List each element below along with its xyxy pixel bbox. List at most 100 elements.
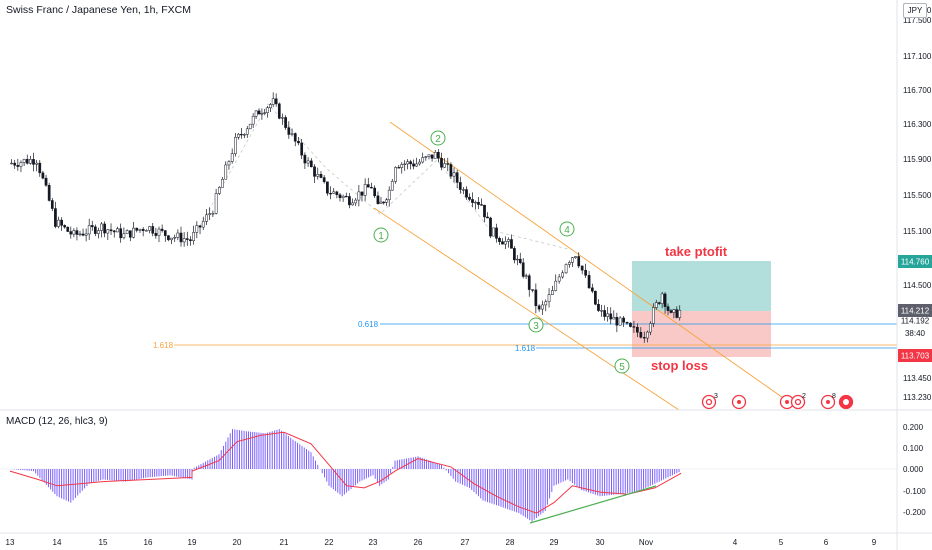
candle [618, 317, 622, 326]
countdown-label: 38:40 [905, 329, 926, 338]
candle [551, 290, 554, 295]
candle [198, 225, 202, 228]
candle [537, 305, 541, 310]
candle [338, 194, 342, 198]
time-tick-label: 19 [188, 538, 197, 547]
candle [344, 195, 348, 198]
candle [103, 223, 106, 234]
candle [379, 201, 383, 204]
candle [657, 302, 661, 304]
svg-text:113.703: 113.703 [901, 352, 930, 361]
candle [629, 322, 632, 327]
candle [513, 248, 516, 261]
candle [590, 287, 594, 292]
candle [170, 237, 173, 241]
candle [446, 163, 450, 165]
economic-event-icon[interactable]: 8 [820, 393, 837, 410]
candle [409, 161, 412, 165]
time-tick-label: 5 [779, 538, 784, 547]
candle [78, 233, 82, 236]
candle [495, 227, 498, 239]
candle [651, 307, 655, 324]
macd-tick-label: -0.200 [903, 508, 926, 517]
time-tick-label: 13 [6, 538, 15, 547]
economic-event-icon[interactable]: 3 [701, 393, 719, 410]
svg-text:5: 5 [619, 362, 625, 373]
wave-label-5: 5 [614, 358, 630, 374]
candle [106, 229, 110, 234]
fib-0618-label: 0.618 [358, 320, 379, 329]
candle [242, 134, 246, 136]
take-profit-text: take ptofit [665, 244, 728, 259]
candle [669, 310, 673, 313]
candle [245, 128, 249, 135]
candle [13, 162, 17, 166]
candle [515, 258, 519, 261]
candle [390, 181, 394, 191]
candle [141, 228, 145, 231]
candle [277, 103, 281, 119]
candle [211, 213, 215, 215]
time-axis[interactable]: 13 14 15 16 19 20 21 22 23 26 27 28 29 30 Nov 4 5 6 9 [6, 538, 877, 547]
candle [678, 310, 682, 318]
candle [112, 230, 116, 233]
macd-title: MACD (12, 26, hlc3, 9) [6, 416, 108, 427]
economic-event-icon[interactable] [731, 394, 747, 410]
candle [632, 326, 636, 328]
candle [100, 223, 103, 231]
candle [449, 164, 453, 177]
candle [306, 160, 310, 164]
macd-axis[interactable]: 0.200 0.100 0.000 -0.100 -0.200 [903, 423, 926, 517]
economic-event-icon[interactable] [779, 394, 795, 410]
candle [41, 172, 45, 179]
event-count-label: 2 [802, 393, 806, 400]
time-tick-label: 28 [506, 538, 515, 547]
candle [201, 221, 205, 228]
candle [366, 184, 370, 188]
candle [625, 322, 629, 324]
candle [217, 187, 221, 194]
candle [483, 204, 486, 218]
candle [326, 181, 329, 194]
candle [313, 166, 316, 177]
candle [348, 196, 351, 206]
candle [547, 294, 551, 302]
wave-label-2: 2 [430, 130, 446, 146]
candle [609, 313, 613, 320]
candle [182, 238, 186, 243]
economic-event-icon[interactable] [838, 394, 854, 410]
candle [544, 301, 548, 306]
economic-event-icon[interactable]: 2 [790, 393, 807, 410]
svg-text:114.212: 114.212 [901, 307, 930, 316]
candle [510, 239, 513, 249]
candle [554, 280, 558, 291]
candle [465, 189, 468, 198]
candle [394, 167, 397, 182]
time-tick-label: 21 [280, 538, 289, 547]
macd-tick-label: -0.100 [903, 487, 926, 496]
candle [341, 195, 345, 198]
candle [471, 199, 474, 203]
candle [443, 163, 446, 168]
fib-blue-1618-label: 1.618 [515, 344, 536, 353]
candle [385, 199, 388, 203]
candle [477, 201, 480, 205]
candle [32, 159, 35, 165]
candle [75, 230, 79, 235]
candle [486, 216, 489, 219]
candle [148, 226, 151, 231]
candle [109, 229, 113, 232]
candle [87, 225, 91, 235]
candle [474, 201, 477, 204]
currency-badge[interactable]: JPY [903, 3, 927, 18]
candle [424, 156, 428, 158]
candle [597, 304, 600, 311]
candle [260, 113, 264, 115]
candle [382, 201, 386, 204]
candle [254, 110, 258, 117]
take-profit-zone [632, 261, 771, 311]
candle [128, 230, 132, 238]
candle [29, 159, 32, 164]
candle [521, 262, 525, 277]
